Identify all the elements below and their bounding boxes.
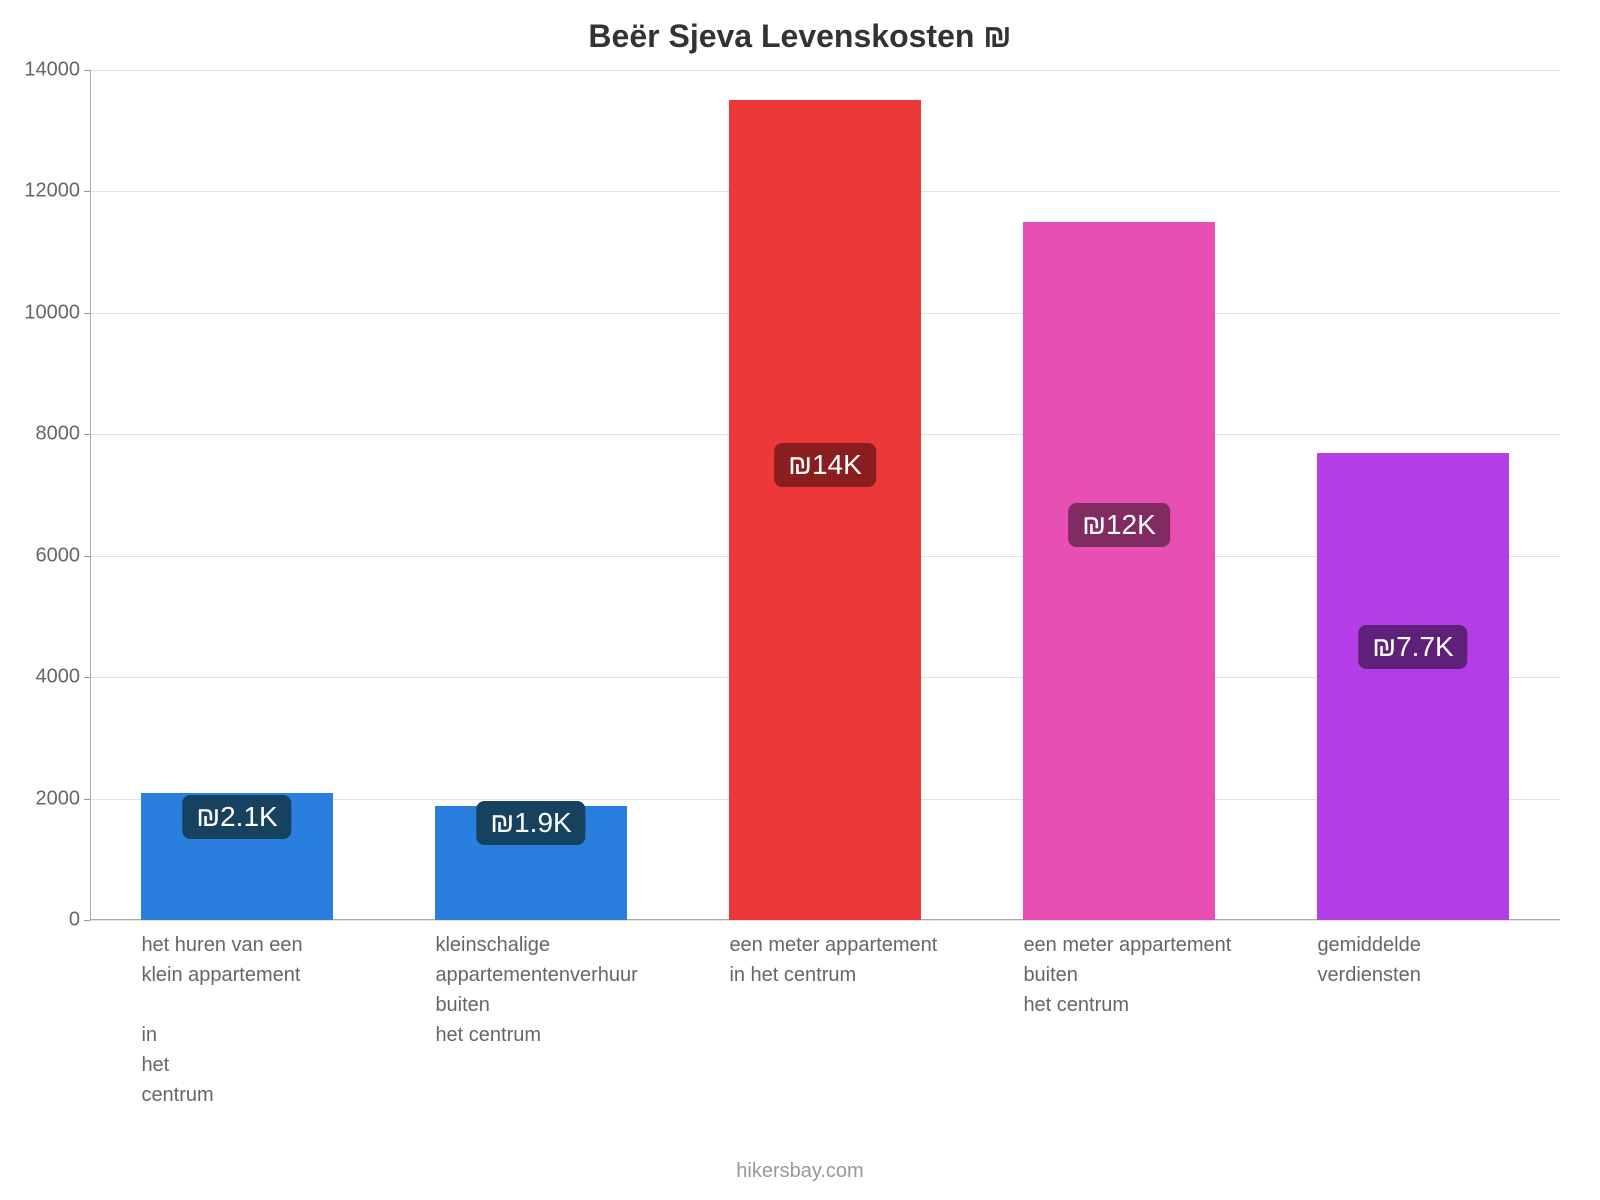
x-category-label: gemiddelde verdiensten (1317, 920, 1565, 990)
y-tick-label: 14000 (24, 59, 90, 82)
bar (729, 100, 920, 920)
y-tick-label: 0 (69, 909, 90, 932)
plot-area: 02000400060008000100001200014000₪2.1Khet… (90, 70, 1560, 920)
chart-container: Beër Sjeva Levenskosten ₪ 02000400060008… (0, 0, 1600, 1200)
chart-title: Beër Sjeva Levenskosten ₪ (0, 18, 1600, 55)
y-tick-label: 4000 (36, 666, 91, 689)
value-badge: ₪7.7K (1358, 625, 1467, 669)
source-label: hikersbay.com (0, 1160, 1600, 1183)
x-category-label: een meter appartement in het centrum (729, 920, 977, 990)
x-category-label: het huren van een klein appartement in h… (141, 920, 389, 1110)
y-tick-label: 12000 (24, 180, 90, 203)
y-tick-label: 8000 (36, 423, 91, 446)
value-badge: ₪1.9K (476, 801, 585, 845)
value-badge: ₪2.1K (182, 795, 291, 839)
grid-line (90, 70, 1560, 71)
x-category-label: kleinschalige appartementenverhuur buite… (435, 920, 683, 1050)
y-tick-label: 2000 (36, 787, 91, 810)
value-badge: ₪12K (1068, 503, 1170, 547)
y-tick-label: 10000 (24, 301, 90, 324)
value-badge: ₪14K (774, 443, 876, 487)
x-category-label: een meter appartement buiten het centrum (1023, 920, 1271, 1020)
y-axis-line (90, 70, 91, 920)
bar (1317, 453, 1508, 921)
y-tick-label: 6000 (36, 544, 91, 567)
bar (1023, 222, 1214, 920)
